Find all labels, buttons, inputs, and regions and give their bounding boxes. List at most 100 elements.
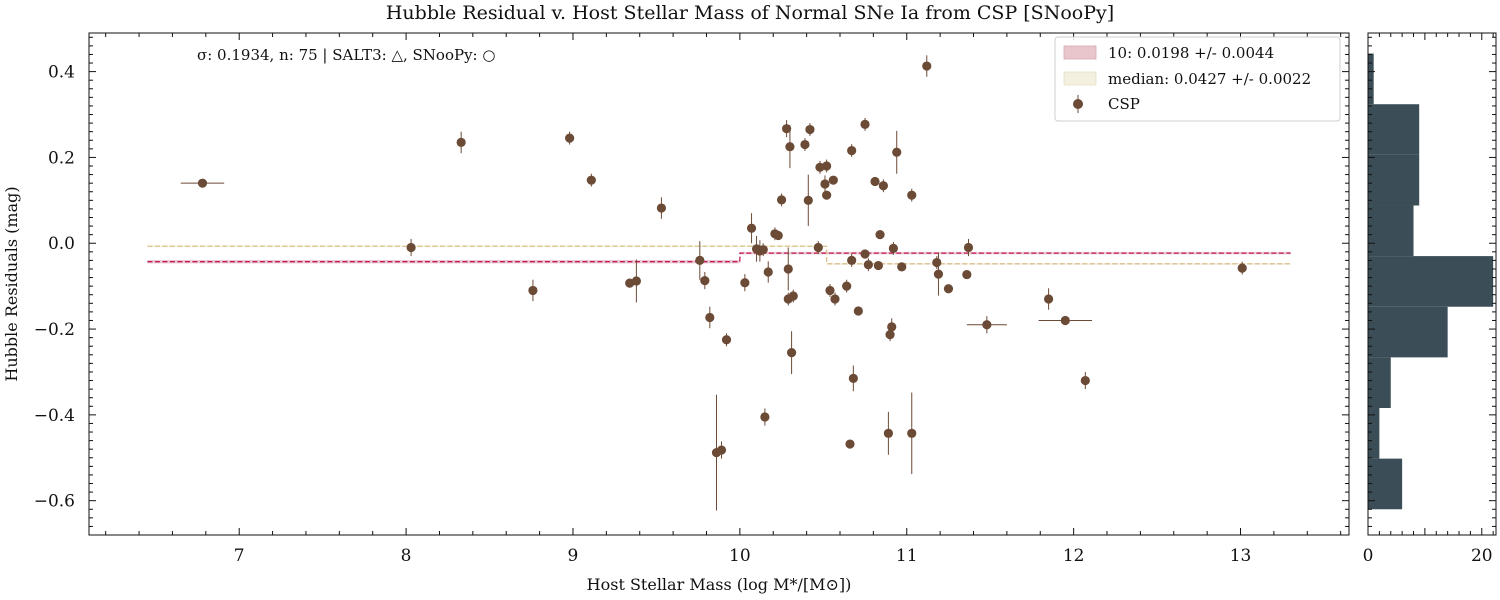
legend-frame [1054,36,1341,122]
hist-x-tick-label: 20 [1471,546,1493,566]
legend-swatch-median [1063,71,1097,86]
data-point [528,279,538,302]
data-point [565,131,575,145]
data-point [828,175,838,185]
data-point [878,179,888,193]
point-marker [740,278,750,288]
data-point [943,284,954,294]
point-marker [773,230,783,241]
x-tick-label: 9 [568,546,579,566]
data-point [758,243,768,257]
data-point [813,241,823,254]
point-marker [586,175,596,185]
point-marker [822,161,832,171]
point-marker [933,269,944,279]
point-marker [897,262,907,272]
point-marker [406,242,416,253]
x-tick-label: 10 [729,546,751,566]
data-point [860,249,870,259]
point-marker [907,190,917,200]
data-point [1080,371,1090,390]
point-marker [1080,375,1090,386]
point-marker [963,242,974,253]
legend-label-median: median: 0.0427 +/- 0.0022 [1108,70,1311,88]
data-point [830,292,840,306]
point-marker [888,243,898,253]
point-marker [847,145,857,156]
point-marker [813,242,823,253]
data-point [740,274,750,292]
data-point [933,252,944,296]
data-point [180,178,225,188]
data-point [716,441,727,459]
data-point [863,258,873,272]
data-point [892,130,902,174]
data-point [907,188,917,202]
data-point [822,159,832,173]
legend-swatch-10 [1063,45,1097,60]
data-point [800,138,810,151]
point-marker [721,335,732,345]
main-panel: 7 8 9 10 11 12 13 0.4 0.2 0.0 −0.2 −0.4 −0.6 Host S… [2,32,1350,594]
data-point [873,260,883,271]
point-marker [631,276,641,286]
x-tick-label: 13 [1230,546,1252,566]
data-point [962,269,972,280]
point-marker [1237,263,1247,273]
data-point [746,213,757,244]
y-tick-label: 0.0 [48,234,75,254]
point-marker [922,61,932,71]
data-point [1044,288,1054,310]
legend-label-10: 10: 0.0198 +/- 0.0044 [1108,44,1274,62]
data-point [907,392,917,475]
data-point [656,197,667,219]
point-marker [785,142,795,152]
data-point [853,306,863,316]
point-marker [887,322,897,332]
data-point [860,117,870,131]
point-marker [746,223,757,233]
point-marker [878,181,888,191]
data-point [1237,261,1247,275]
data-point [963,238,974,257]
histogram-bar [1368,53,1374,105]
y-tick-label: 0.4 [48,63,75,83]
data-point [760,408,770,426]
point-marker [825,285,835,296]
y-tick-label: −0.2 [34,320,75,340]
data-point [932,256,942,269]
point-marker [820,179,830,189]
point-marker [760,412,770,422]
data-point [875,230,885,240]
point-marker [800,139,810,150]
point-marker [848,373,858,383]
point-marker [763,267,773,277]
data-point [456,131,466,154]
band-median-1 [826,262,1291,265]
point-marker [1044,294,1054,304]
legend-label-csp: CSP [1108,95,1140,113]
data-point [721,333,732,347]
data-point [700,271,710,290]
x-axis-label: Host Stellar Mass (log M*/[M⊙]) [587,575,852,594]
point-marker [783,264,793,274]
point-marker [943,284,954,294]
histogram-bar [1368,407,1380,459]
point-marker [803,195,813,205]
histogram-bar [1368,306,1448,358]
histogram-x-tick-labels: 0 20 [1363,546,1493,566]
point-marker [883,428,893,438]
point-marker [781,124,792,134]
hist-x-tick-label: 0 [1363,546,1374,566]
x-tick-label: 7 [234,546,245,566]
point-marker [885,330,895,340]
histogram-bars [1368,53,1494,510]
data-point [705,306,715,329]
data-point [695,241,705,280]
step-line-median [147,245,1291,265]
data-point [783,247,793,291]
band-10-1 [739,251,1291,255]
data-point [870,176,880,187]
point-marker [962,269,972,280]
